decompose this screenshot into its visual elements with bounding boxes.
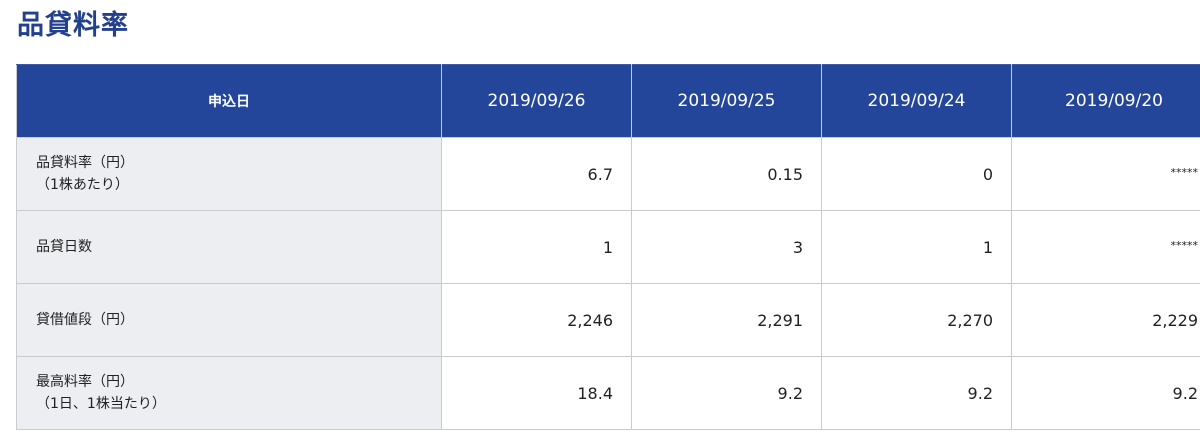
- table-row-max-fee-rate: 最高料率（円） （1日、1株当たり） 18.4 9.2 9.2 9.2: [16, 356, 1200, 430]
- row-label-line2: （1日、1株当たり）: [36, 396, 166, 412]
- row-label: 品貸日数: [16, 210, 442, 284]
- row-label-line2: （1株あたり）: [36, 177, 129, 193]
- table-cell: 2,270: [821, 283, 1012, 357]
- table-cell: 6.7: [441, 137, 632, 211]
- row-label: 最高料率（円） （1日、1株当たり）: [16, 356, 442, 430]
- lending-fee-table: 申込日 2019/09/26 2019/09/25 2019/09/24 201…: [16, 64, 1200, 430]
- table-cell: 2,229: [1011, 283, 1200, 357]
- column-header-date: 2019/09/25: [631, 64, 822, 138]
- table-cell: 9.2: [1011, 356, 1200, 430]
- table-row-lending-days: 品貸日数 1 3 1 *****: [16, 210, 1200, 284]
- table-header-row: 申込日 2019/09/26 2019/09/25 2019/09/24 201…: [16, 64, 1200, 138]
- table-cell: *****: [1011, 210, 1200, 284]
- table-row-lending-fee-rate: 品貸料率（円） （1株あたり） 6.7 0.15 0 *****: [16, 137, 1200, 211]
- table-row-loan-price: 貸借値段（円） 2,246 2,291 2,270 2,229: [16, 283, 1200, 357]
- lending-fee-table-container: 申込日 2019/09/26 2019/09/25 2019/09/24 201…: [16, 64, 1200, 430]
- row-label-line1: 品貸日数: [36, 239, 92, 255]
- table-cell: 18.4: [441, 356, 632, 430]
- table-cell: 0: [821, 137, 1012, 211]
- table-cell: 9.2: [631, 356, 822, 430]
- row-label: 品貸料率（円） （1株あたり）: [16, 137, 442, 211]
- row-label: 貸借値段（円）: [16, 283, 442, 357]
- page-title: 品貸料率: [17, 10, 129, 41]
- table-cell: 9.2: [821, 356, 1012, 430]
- column-header-date: 2019/09/26: [441, 64, 632, 138]
- table-cell: 0.15: [631, 137, 822, 211]
- column-header-date: 2019/09/20: [1011, 64, 1200, 138]
- table-cell: 2,246: [441, 283, 632, 357]
- column-header-application-date: 申込日: [16, 64, 442, 138]
- row-label-line1: 品貸料率（円）: [36, 155, 134, 171]
- row-label-line1: 貸借値段（円）: [36, 312, 134, 328]
- column-header-date: 2019/09/24: [821, 64, 1012, 138]
- table-cell: 1: [441, 210, 632, 284]
- row-label-line1: 最高料率（円）: [36, 374, 134, 390]
- table-cell: 1: [821, 210, 1012, 284]
- table-cell: 3: [631, 210, 822, 284]
- table-cell: *****: [1011, 137, 1200, 211]
- table-cell: 2,291: [631, 283, 822, 357]
